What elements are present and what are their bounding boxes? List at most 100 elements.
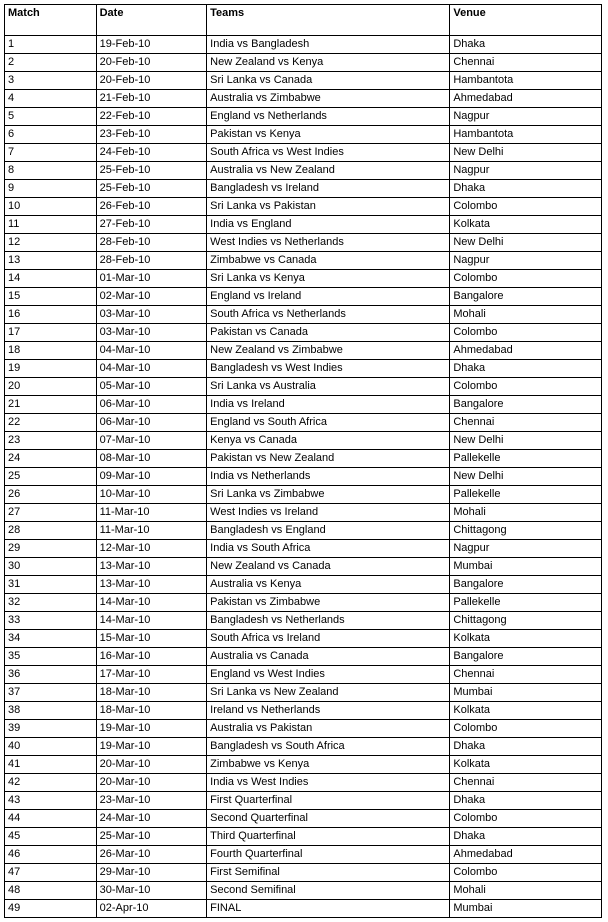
table-cell: 13-Mar-10 [96, 558, 207, 576]
table-cell: West Indies vs Netherlands [207, 234, 450, 252]
table-row: 623-Feb-10Pakistan vs KenyaHambantota [5, 126, 602, 144]
table-row: 119-Feb-10India vs BangladeshDhaka [5, 36, 602, 54]
table-cell: 49 [5, 900, 97, 918]
table-cell: 43 [5, 792, 97, 810]
table-cell: Nagpur [450, 162, 602, 180]
table-cell: Kenya vs Canada [207, 432, 450, 450]
table-cell: Chittagong [450, 522, 602, 540]
table-cell: 27-Feb-10 [96, 216, 207, 234]
table-cell: 04-Mar-10 [96, 360, 207, 378]
table-cell: 14-Mar-10 [96, 612, 207, 630]
table-row: 522-Feb-10England vs NetherlandsNagpur [5, 108, 602, 126]
table-cell: 26 [5, 486, 97, 504]
table-cell: 45 [5, 828, 97, 846]
table-cell: 23 [5, 432, 97, 450]
col-header-match: Match [5, 5, 97, 36]
table-cell: India vs Ireland [207, 396, 450, 414]
table-cell: Ahmedabad [450, 342, 602, 360]
table-cell: Mohali [450, 306, 602, 324]
table-cell: 38 [5, 702, 97, 720]
table-cell: 46 [5, 846, 97, 864]
table-row: 2307-Mar-10Kenya vs CanadaNew Delhi [5, 432, 602, 450]
table-cell: 21 [5, 396, 97, 414]
table-row: 2005-Mar-10Sri Lanka vs AustraliaColombo [5, 378, 602, 396]
table-row: 2206-Mar-10England vs South AfricaChenna… [5, 414, 602, 432]
table-cell: South Africa vs Netherlands [207, 306, 450, 324]
table-cell: India vs West Indies [207, 774, 450, 792]
table-cell: South Africa vs West Indies [207, 144, 450, 162]
table-cell: 41 [5, 756, 97, 774]
table-cell: 1 [5, 36, 97, 54]
table-cell: Chennai [450, 414, 602, 432]
table-row: 1703-Mar-10Pakistan vs CanadaColombo [5, 324, 602, 342]
table-cell: 14 [5, 270, 97, 288]
table-cell: 20-Feb-10 [96, 72, 207, 90]
table-cell: Bangalore [450, 288, 602, 306]
table-cell: 24 [5, 450, 97, 468]
table-cell: 39 [5, 720, 97, 738]
table-cell: 26-Mar-10 [96, 846, 207, 864]
table-row: 2106-Mar-10India vs IrelandBangalore [5, 396, 602, 414]
table-cell: 47 [5, 864, 97, 882]
table-cell: 21-Feb-10 [96, 90, 207, 108]
table-cell: 20-Mar-10 [96, 774, 207, 792]
table-cell: 02-Apr-10 [96, 900, 207, 918]
table-cell: 25-Mar-10 [96, 828, 207, 846]
table-cell: Colombo [450, 810, 602, 828]
table-row: 2912-Mar-10India vs South AfricaNagpur [5, 540, 602, 558]
table-cell: New Delhi [450, 432, 602, 450]
table-row: 4902-Apr-10FINALMumbai [5, 900, 602, 918]
table-row: 2509-Mar-10India vs NetherlandsNew Delhi [5, 468, 602, 486]
table-cell: 10-Mar-10 [96, 486, 207, 504]
table-cell: Kolkata [450, 702, 602, 720]
table-cell: 13 [5, 252, 97, 270]
table-cell: Ahmedabad [450, 846, 602, 864]
table-cell: 18-Mar-10 [96, 702, 207, 720]
table-cell: 08-Mar-10 [96, 450, 207, 468]
table-row: 3718-Mar-10Sri Lanka vs New ZealandMumba… [5, 684, 602, 702]
table-cell: Colombo [450, 324, 602, 342]
table-cell: New Zealand vs Kenya [207, 54, 450, 72]
table-cell: 03-Mar-10 [96, 324, 207, 342]
table-cell: Dhaka [450, 738, 602, 756]
table-cell: 28 [5, 522, 97, 540]
table-cell: Colombo [450, 378, 602, 396]
table-cell: 31 [5, 576, 97, 594]
table-cell: Zimbabwe vs Canada [207, 252, 450, 270]
table-cell: 32 [5, 594, 97, 612]
table-cell: Bangalore [450, 576, 602, 594]
table-cell: 24-Feb-10 [96, 144, 207, 162]
table-row: 3415-Mar-10South Africa vs IrelandKolkat… [5, 630, 602, 648]
table-cell: 28-Feb-10 [96, 252, 207, 270]
table-row: 1502-Mar-10England vs IrelandBangalore [5, 288, 602, 306]
table-cell: Bangladesh vs England [207, 522, 450, 540]
table-cell: Sri Lanka vs Pakistan [207, 198, 450, 216]
table-cell: Ahmedabad [450, 90, 602, 108]
table-cell: 30-Mar-10 [96, 882, 207, 900]
table-row: 1401-Mar-10Sri Lanka vs KenyaColombo [5, 270, 602, 288]
col-header-teams: Teams [207, 5, 450, 36]
col-header-venue: Venue [450, 5, 602, 36]
table-cell: Dhaka [450, 828, 602, 846]
table-cell: Bangladesh vs West Indies [207, 360, 450, 378]
table-cell: Fourth Quarterfinal [207, 846, 450, 864]
table-row: 4525-Mar-10Third QuarterfinalDhaka [5, 828, 602, 846]
table-cell: 16 [5, 306, 97, 324]
table-cell: India vs England [207, 216, 450, 234]
table-row: 3516-Mar-10Australia vs CanadaBangalore [5, 648, 602, 666]
table-cell: Colombo [450, 864, 602, 882]
table-cell: Pakistan vs Zimbabwe [207, 594, 450, 612]
table-cell: Second Semifinal [207, 882, 450, 900]
table-cell: Bangladesh vs Ireland [207, 180, 450, 198]
table-row: 4019-Mar-10Bangladesh vs South AfricaDha… [5, 738, 602, 756]
table-cell: 20-Mar-10 [96, 756, 207, 774]
table-row: 4729-Mar-10First SemifinalColombo [5, 864, 602, 882]
table-cell: Chittagong [450, 612, 602, 630]
table-cell: Sri Lanka vs New Zealand [207, 684, 450, 702]
table-cell: 11-Mar-10 [96, 522, 207, 540]
table-cell: 25 [5, 468, 97, 486]
table-cell: Nagpur [450, 252, 602, 270]
table-row: 1228-Feb-10West Indies vs NetherlandsNew… [5, 234, 602, 252]
table-cell: India vs Netherlands [207, 468, 450, 486]
table-cell: 17 [5, 324, 97, 342]
